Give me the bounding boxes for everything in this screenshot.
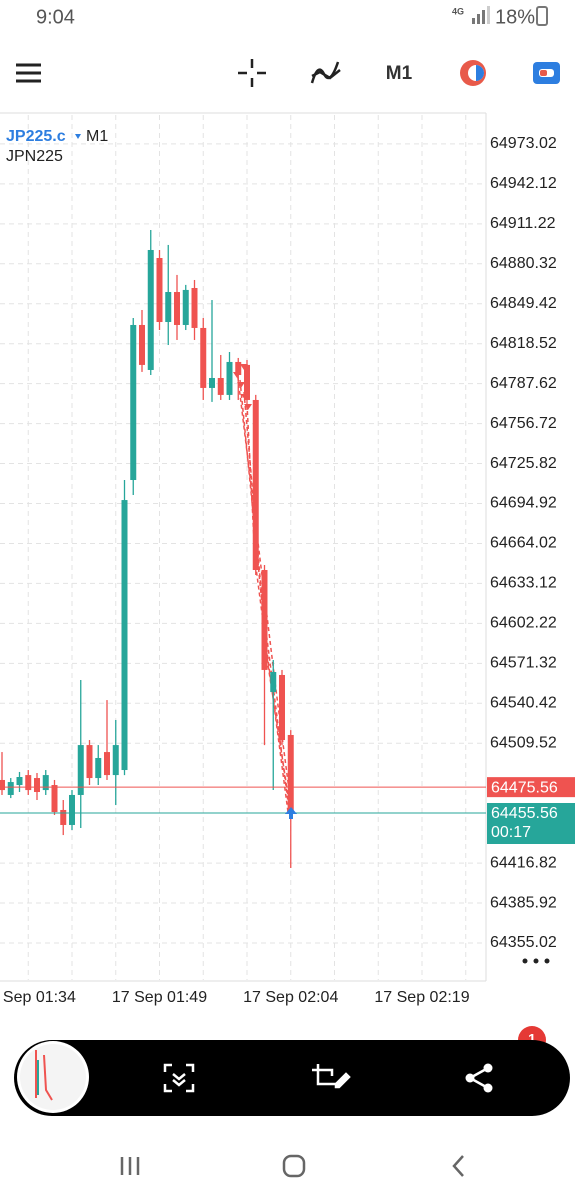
battery-icon	[536, 6, 548, 26]
y-tick-label: 64664.02	[490, 535, 557, 552]
candle-body	[7, 782, 14, 795]
edit-button[interactable]	[312, 1064, 351, 1089]
candle-body	[182, 289, 189, 325]
y-tick-label: 64509.52	[490, 734, 557, 751]
y-tick-label: 64633.12	[490, 575, 557, 592]
candle-body	[34, 778, 40, 793]
scroll-capture-button[interactable]	[163, 1063, 195, 1093]
trade-button[interactable]	[460, 60, 486, 86]
y-tick-label: 64416.82	[490, 854, 557, 871]
candle-body	[165, 292, 172, 323]
candle-body	[279, 674, 285, 741]
y-tick-label: 64540.42	[490, 694, 557, 711]
y-tick-label: 64571.32	[490, 655, 557, 672]
y-tick-label: 64973.02	[490, 135, 557, 152]
indicators-button[interactable]	[310, 61, 341, 84]
candle-body	[270, 672, 277, 693]
candle-body	[121, 500, 128, 771]
position-arrow	[285, 807, 297, 819]
candle-body	[217, 377, 224, 395]
candle-body	[209, 377, 215, 388]
candle-body	[95, 757, 102, 779]
candle-body	[244, 364, 250, 400]
home-button[interactable]	[282, 1154, 306, 1178]
candle-body	[69, 794, 75, 825]
price-label-box	[487, 802, 575, 844]
crosshair-button[interactable]	[238, 59, 266, 87]
candle-body	[0, 779, 5, 791]
candle-body	[60, 809, 67, 825]
x-tick-label: 17 Sep 02:19	[374, 989, 469, 1006]
symbol-dropdown[interactable]	[75, 134, 81, 139]
grid	[0, 115, 486, 980]
signal-icon	[472, 6, 490, 24]
candles	[0, 229, 486, 869]
candle-body	[42, 775, 49, 791]
badge-count: 1	[528, 1031, 536, 1047]
status-time: 9:04	[36, 6, 75, 28]
y-tick-label: 64355.02	[490, 934, 557, 951]
candle-body	[287, 734, 294, 813]
y-tick-label: 64818.52	[490, 335, 557, 352]
price-axis: 64973.02 64942.12 64911.22 64880.32 64849.42…	[0, 135, 575, 1006]
candle-body	[235, 361, 242, 376]
y-tick-label: 64880.32	[490, 255, 557, 272]
battery-level: 18%	[495, 6, 535, 28]
x-tick-label: 17 Sep 02:04	[243, 989, 338, 1006]
candle-body	[104, 752, 110, 776]
y-tick-label: 64942.12	[490, 175, 557, 192]
candle-body	[200, 327, 207, 388]
candle-body	[174, 292, 180, 325]
network: 4G	[452, 6, 464, 16]
more-button[interactable]	[522, 958, 550, 964]
candle-body	[252, 399, 259, 570]
candle-body	[112, 745, 119, 776]
candle-body	[147, 249, 154, 370]
y-tick-label: 64911.22	[490, 215, 556, 232]
share-button[interactable]	[465, 1063, 493, 1093]
y-tick-label: 64756.72	[490, 415, 557, 432]
price-label: 64475.56	[491, 779, 558, 796]
account-button[interactable]	[533, 62, 560, 84]
y-tick-label: 64602.22	[490, 615, 557, 632]
candle-body	[130, 324, 137, 481]
candle-body	[16, 777, 23, 786]
y-tick-label: 64385.92	[490, 894, 557, 911]
candle-body	[77, 745, 84, 795]
symbol[interactable]: JP225.c	[6, 128, 66, 145]
price-label: 64455.56	[491, 805, 558, 822]
countdown: 00:17	[491, 824, 531, 841]
trade-markers	[233, 364, 252, 410]
y-tick-label: 64694.92	[490, 495, 557, 512]
y-tick-label: 64725.82	[490, 455, 557, 472]
candle-body	[261, 569, 268, 670]
menu-button[interactable]	[16, 63, 41, 83]
candle-body	[86, 745, 93, 779]
y-tick-label: 64849.42	[490, 295, 557, 312]
timeframe-button[interactable]: M1	[386, 63, 413, 84]
candle-body	[226, 361, 233, 395]
recents-button[interactable]	[120, 1157, 140, 1175]
x-tick-label: 17 Sep 01:34	[0, 989, 76, 1006]
candle-body	[191, 288, 198, 328]
price-label-box	[487, 777, 575, 798]
screenshot-thumbnail[interactable]	[17, 1041, 89, 1113]
back-button[interactable]	[452, 1155, 464, 1177]
symbol-description: JPN225	[6, 148, 63, 165]
candle-body	[139, 324, 145, 365]
candle-body	[51, 785, 58, 813]
candle-body	[156, 258, 163, 323]
y-tick-label: 64787.62	[490, 375, 557, 392]
screenshot-toolbar	[14, 1040, 570, 1116]
candle-body	[25, 775, 32, 791]
x-tick-label: 17 Sep 01:49	[112, 989, 207, 1006]
chart-timeframe: M1	[86, 128, 108, 145]
